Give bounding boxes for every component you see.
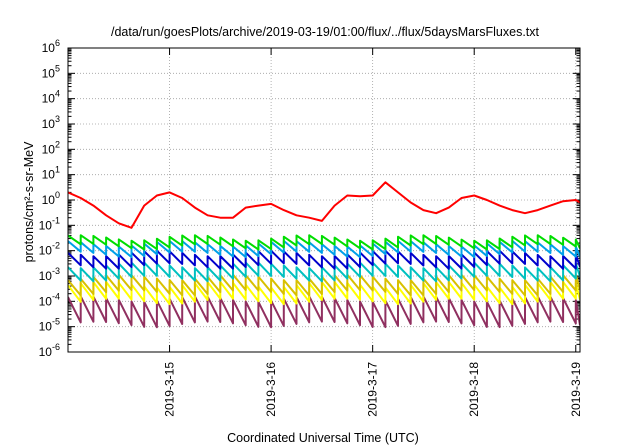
x-tick-label: 2019-3-16 (264, 362, 278, 417)
y-tick-label: 105 (42, 63, 60, 80)
y-tick-label: 10-4 (39, 291, 60, 308)
chart-title: /data/run/goesPlots/archive/2019-03-19/0… (111, 25, 540, 39)
y-tick-label: 100 (42, 190, 60, 207)
y-tick-label: 101 (42, 165, 60, 182)
x-axis-title: Coordinated Universal Time (UTC) (227, 431, 419, 445)
x-axis-ticks: 2019-3-15 2019-3-16 2019-3-17 2019-3-18 2019… (163, 48, 583, 417)
x-tick-label: 2019-3-18 (467, 362, 481, 417)
series-lines (68, 181, 580, 329)
plot-frame (67, 47, 581, 353)
y-tick-label: 10-2 (39, 241, 60, 258)
y-tick-label: 102 (42, 139, 60, 156)
series-line-8 (68, 295, 580, 329)
x-tick-label: 2019-3-19 (569, 362, 583, 417)
series-line-5 (68, 261, 580, 283)
series-line-7 (68, 280, 580, 306)
y-axis-title: protons/cm²-s-sr-MeV (22, 141, 36, 263)
y-tick-label: 10-6 (39, 342, 60, 359)
y-tick-label: 106 (42, 38, 60, 55)
y-tick-label: 10-3 (39, 266, 60, 283)
series-line-2 (68, 234, 580, 251)
x-tick-label: 2019-3-17 (366, 362, 380, 417)
y-tick-label: 10-1 (39, 215, 60, 232)
x-tick-label: 2019-3-15 (163, 362, 177, 417)
series-line-4 (68, 249, 580, 270)
y-tick-label: 10-5 (39, 317, 60, 334)
series-line-1 (68, 181, 580, 229)
y-tick-label: 103 (42, 114, 60, 131)
series-line-6 (68, 273, 580, 297)
y-tick-label: 104 (42, 89, 60, 106)
